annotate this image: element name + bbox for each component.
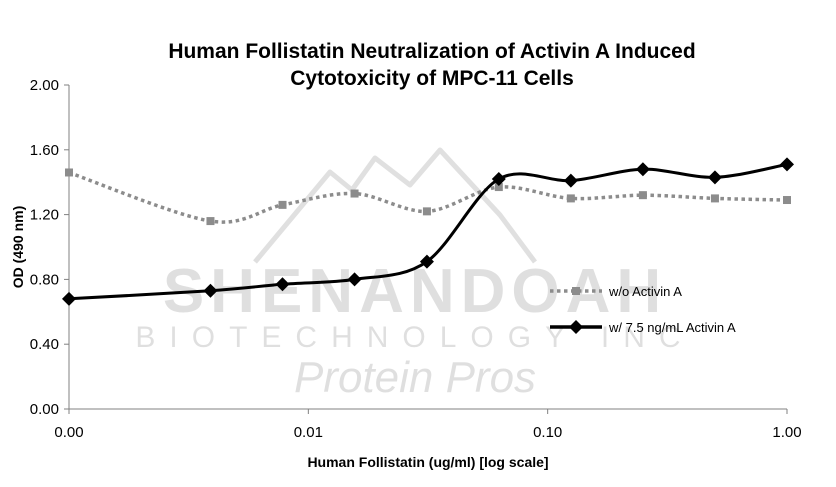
chart-title-line-1: Human Follistatin Neutralization of Acti… xyxy=(168,40,695,63)
data-point-square xyxy=(566,194,575,203)
data-point-square xyxy=(278,200,287,209)
data-point-diamond xyxy=(780,157,794,172)
legend-marker-diamond xyxy=(569,320,583,334)
data-point-square xyxy=(65,168,73,177)
series-line-without-activin xyxy=(68,170,788,224)
x-tick-label: 0.10 xyxy=(533,424,562,441)
data-point-diamond xyxy=(62,291,76,306)
legend-item-without-activin: w/o Activin A xyxy=(550,284,682,299)
y-tick-label: 2.00 xyxy=(30,77,59,94)
y-tick-label: 0.00 xyxy=(30,401,59,418)
axes xyxy=(68,85,787,410)
data-point-square xyxy=(638,191,647,200)
legend: w/o Activin A w/ 7.5 ng/mL Activin A xyxy=(550,284,736,335)
data-point-diamond xyxy=(635,162,650,177)
data-point-square xyxy=(494,183,503,192)
x-ticks: 0.00 0.01 0.10 1.00 xyxy=(54,409,802,441)
series-without-activin xyxy=(65,168,791,226)
legend-item-with-activin: w/ 7.5 ng/mL Activin A xyxy=(550,320,736,335)
y-tick-label: 1.20 xyxy=(30,207,59,224)
data-point-square xyxy=(206,217,215,226)
data-point-square xyxy=(350,189,359,198)
legend-marker-square xyxy=(572,287,580,295)
data-point-diamond xyxy=(419,254,434,269)
data-point-diamond xyxy=(275,277,290,292)
watermark-line3: Protein Pros xyxy=(294,353,536,402)
y-ticks: 0.00 0.40 0.80 1.20 1.60 2.00 xyxy=(30,77,69,418)
watermark-logo: SHENANDOAH BIOTECHNOLOGY INC Protein Pro… xyxy=(135,147,681,402)
data-point-diamond xyxy=(347,272,362,287)
legend-label-with-activin: w/ 7.5 ng/mL Activin A xyxy=(608,320,736,335)
series-layer xyxy=(62,157,794,306)
data-point-square xyxy=(422,207,431,216)
data-point-square xyxy=(710,194,719,203)
x-tick-label: 0.00 xyxy=(54,424,83,441)
watermark-mountain-icon xyxy=(253,147,538,264)
legend-label-without-activin: w/o Activin A xyxy=(608,284,682,299)
chart-title-line-2: Cytotoxicity of MPC-11 Cells xyxy=(290,67,574,90)
series-line-with-activin xyxy=(68,162,788,301)
y-tick-label: 0.40 xyxy=(30,336,59,353)
x-tick-label: 1.00 xyxy=(772,424,801,441)
data-point-diamond xyxy=(203,283,218,298)
y-axis-title: OD (490 nm) xyxy=(10,206,26,288)
series-with-activin xyxy=(62,157,794,306)
data-point-diamond xyxy=(707,170,722,185)
y-tick-label: 1.60 xyxy=(30,142,59,159)
data-point-square xyxy=(783,196,791,205)
x-tick-label: 0.01 xyxy=(294,424,323,441)
data-point-diamond xyxy=(491,171,506,186)
x-axis-title: Human Follistatin (ug/ml) [log scale] xyxy=(307,454,548,470)
data-point-diamond xyxy=(563,173,578,188)
y-tick-label: 0.80 xyxy=(30,271,59,288)
